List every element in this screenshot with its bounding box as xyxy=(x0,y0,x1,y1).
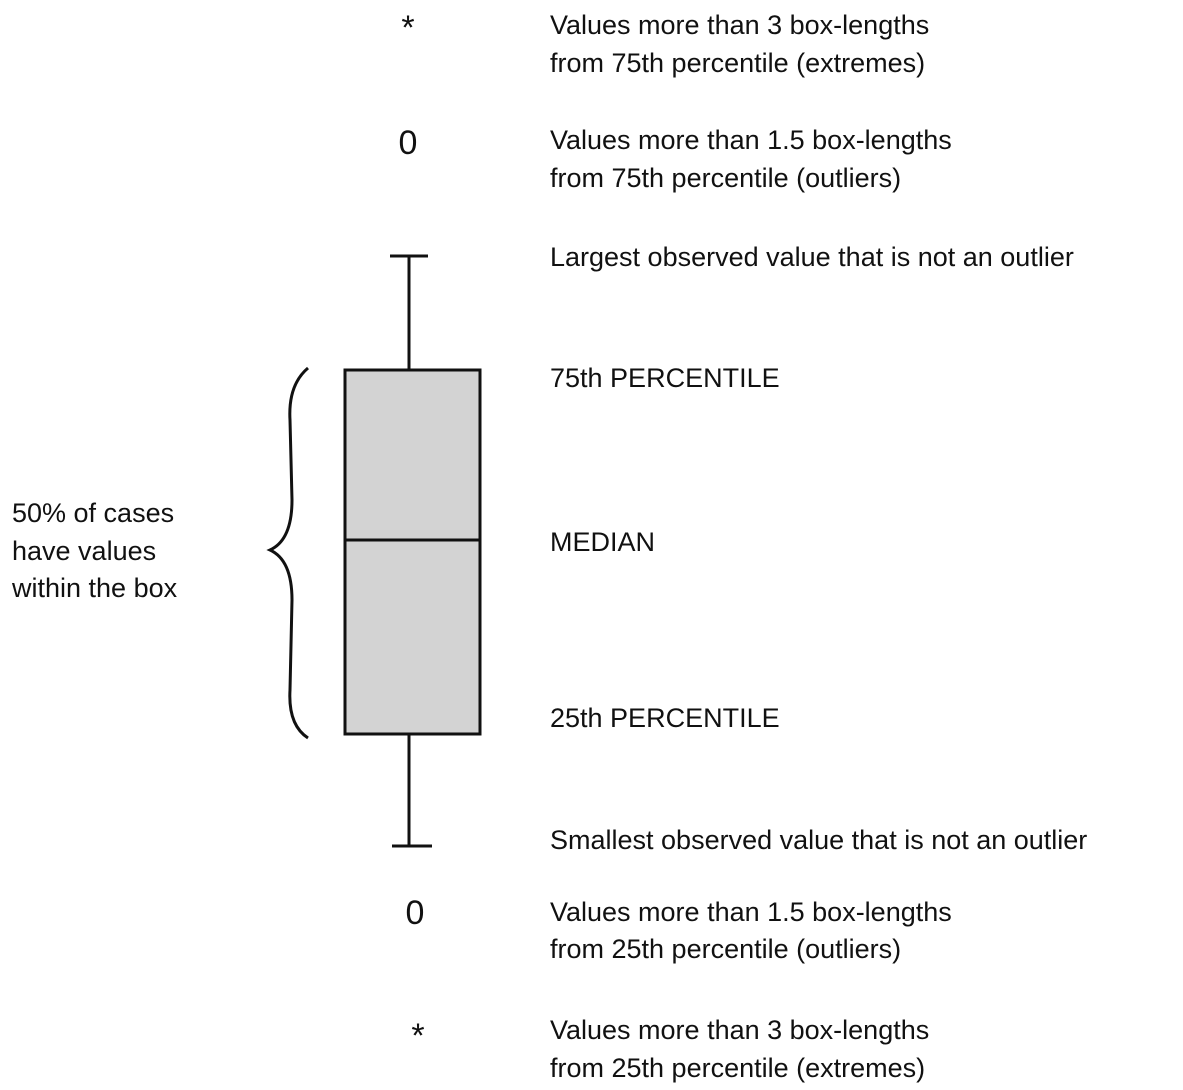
label: Values more than 3 box-lengths xyxy=(550,1015,929,1045)
label: Smallest observed value that is not an o… xyxy=(550,825,1087,855)
brace xyxy=(266,366,310,740)
label: from 75th percentile (outliers) xyxy=(550,163,901,193)
box-note: have values xyxy=(12,536,156,566)
label: Values more than 3 box-lengths xyxy=(550,10,929,40)
label: MEDIAN xyxy=(550,527,655,557)
label: 25th PERCENTILE xyxy=(550,703,780,733)
extreme-symbol: * xyxy=(401,9,414,47)
label: Largest observed value that is not an ou… xyxy=(550,242,1074,272)
label: Values more than 1.5 box-lengths xyxy=(550,897,952,927)
outlier-symbol: 0 xyxy=(399,124,418,162)
boxplot xyxy=(266,254,482,848)
box xyxy=(343,368,482,736)
label: 75th PERCENTILE xyxy=(550,363,780,393)
outlier-symbol: 0 xyxy=(406,894,425,932)
extreme-symbol: * xyxy=(411,1017,424,1055)
label: from 25th percentile (extremes) xyxy=(550,1053,925,1083)
label: from 25th percentile (outliers) xyxy=(550,934,901,964)
label: from 75th percentile (extremes) xyxy=(550,48,925,78)
box-note: within the box xyxy=(11,573,178,603)
label: Values more than 1.5 box-lengths xyxy=(550,125,952,155)
box-note: 50% of cases xyxy=(12,498,174,528)
